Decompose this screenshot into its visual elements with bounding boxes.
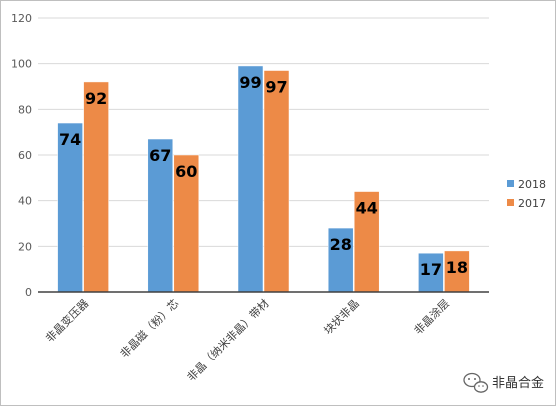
bar-2018-2 <box>237 65 264 293</box>
x-category-label: 非晶（纳米非晶）带材 <box>184 296 272 384</box>
y-tick-label: 20 <box>18 240 32 253</box>
data-label: 17 <box>420 260 442 279</box>
wechat-icon <box>463 372 489 393</box>
data-label: 99 <box>239 73 261 92</box>
data-label: 44 <box>356 199 378 218</box>
data-label: 92 <box>85 89 107 108</box>
x-category-label: 非晶涂层 <box>411 296 452 337</box>
x-category-label: 块状非晶 <box>321 296 362 337</box>
legend-label-2018: 2018 <box>518 178 546 191</box>
y-tick-label: 100 <box>11 58 32 71</box>
data-label: 60 <box>175 162 197 181</box>
y-tick-label: 40 <box>18 195 32 208</box>
watermark-text: 非晶合金 <box>492 375 544 391</box>
y-tick-label: 60 <box>18 149 32 162</box>
watermark: 非晶合金 <box>463 372 544 393</box>
bar-2017-3 <box>353 191 380 293</box>
data-label: 97 <box>265 78 287 97</box>
bar-2017-0 <box>83 81 109 293</box>
bar-2017-2 <box>263 70 290 293</box>
y-tick-label: 0 <box>25 286 32 299</box>
bar-2018-1 <box>147 138 174 293</box>
x-category-label: 非晶变压器 <box>42 296 91 345</box>
legend-swatch-2018 <box>507 180 514 187</box>
data-label: 74 <box>59 130 81 149</box>
bar-2018-3 <box>327 227 354 293</box>
data-label: 67 <box>149 146 171 165</box>
y-tick-label: 80 <box>18 103 32 116</box>
legend-swatch-2017 <box>507 199 514 206</box>
y-tick-label: 120 <box>11 12 32 25</box>
bar-2017-4 <box>444 250 470 293</box>
bar-2017-1 <box>173 154 200 293</box>
legend-label-2017: 2017 <box>518 197 546 210</box>
x-category-label: 非晶磁（粉）芯 <box>117 296 181 360</box>
data-label: 28 <box>330 235 352 254</box>
bar-2018-4 <box>418 252 444 293</box>
data-label: 18 <box>446 258 468 277</box>
